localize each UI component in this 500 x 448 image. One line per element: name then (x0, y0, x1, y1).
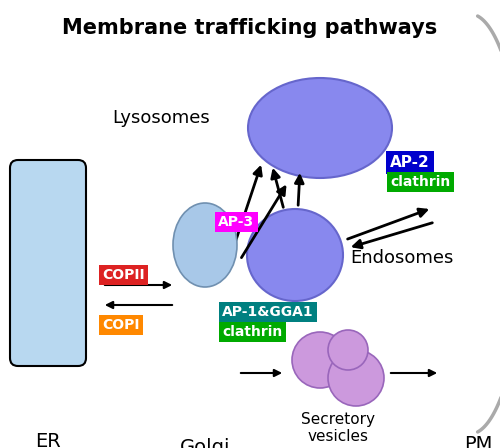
Ellipse shape (247, 209, 343, 301)
Ellipse shape (292, 332, 348, 388)
Text: PM: PM (464, 435, 492, 448)
Text: Secretory
vesicles: Secretory vesicles (301, 412, 375, 444)
FancyBboxPatch shape (10, 160, 86, 366)
Text: Membrane trafficking pathways: Membrane trafficking pathways (62, 18, 438, 38)
Ellipse shape (328, 350, 384, 406)
Text: Endosomes: Endosomes (350, 249, 454, 267)
Ellipse shape (173, 203, 237, 287)
Text: Lysosomes: Lysosomes (112, 109, 210, 127)
Text: AP-3: AP-3 (218, 215, 254, 229)
Text: ER: ER (35, 432, 61, 448)
Text: AP-1&GGA1: AP-1&GGA1 (222, 305, 314, 319)
Text: clathrin: clathrin (390, 175, 450, 189)
Text: COPI: COPI (102, 318, 140, 332)
Text: AP-2: AP-2 (390, 155, 430, 170)
Ellipse shape (248, 78, 392, 178)
Ellipse shape (328, 330, 368, 370)
Text: clathrin: clathrin (222, 325, 282, 339)
Text: COPII: COPII (102, 268, 144, 282)
Text: Golgi: Golgi (180, 438, 230, 448)
